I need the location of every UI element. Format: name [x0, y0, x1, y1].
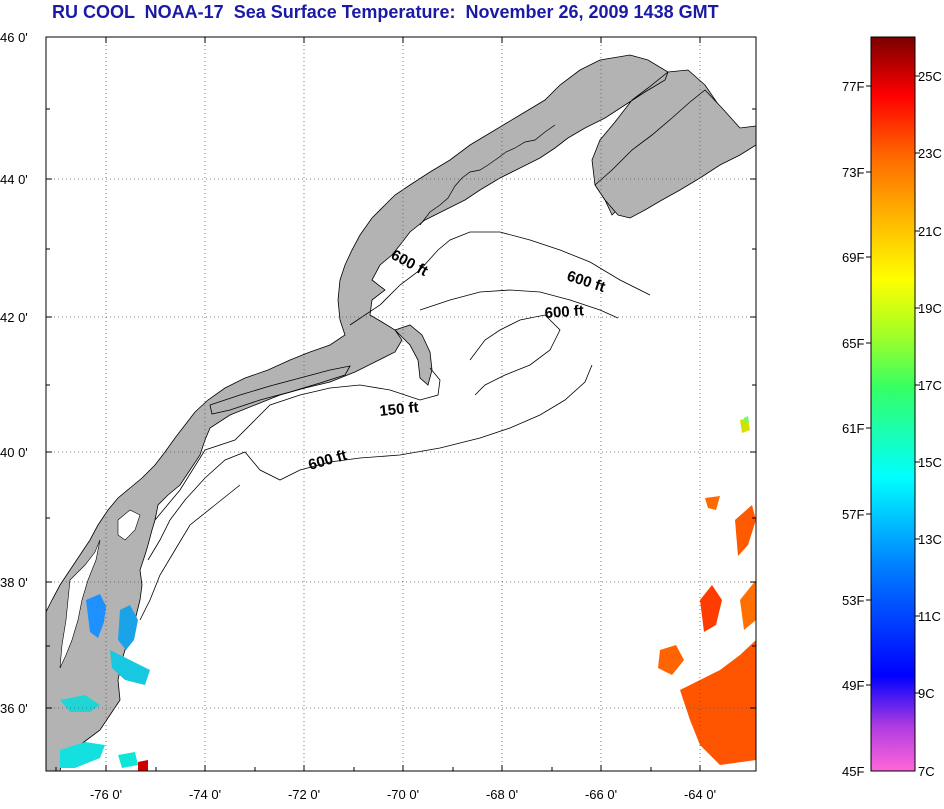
colorbar-c-label: 7C [918, 764, 935, 779]
colorbar-c-label: 13C [918, 532, 942, 547]
lake-champlain [228, 102, 240, 192]
colorbar-c-label: 23C [918, 146, 942, 161]
bathymetry-contours [139, 231, 651, 621]
colorbar-c-label: 19C [918, 301, 942, 316]
lon-label: -64 0' [684, 787, 716, 802]
land-cape-cod [394, 324, 433, 386]
colorbar-f-label: 69F [842, 250, 864, 265]
lat-label: 40 0' [0, 445, 28, 460]
colorbar-ticks [866, 75, 920, 694]
lake-small-1 [200, 62, 225, 88]
colorbar-f-label: 73F [842, 165, 864, 180]
colorbar-f-label: 45F [842, 764, 864, 779]
lon-label: -76 0' [90, 787, 122, 802]
colorbar-f-label: 57F [842, 507, 864, 522]
contour-label-georges-bank: 600 ft [544, 302, 584, 322]
axis-ticks [46, 36, 756, 771]
lake-ontario [46, 150, 110, 220]
lat-label: 38 0' [0, 575, 28, 590]
colorbar-c-label: 15C [918, 455, 942, 470]
colorbar-c-label: 17C [918, 378, 942, 393]
lon-label: -74 0' [189, 787, 221, 802]
lat-label: 36 0' [0, 701, 28, 716]
maine-coastline [419, 124, 556, 226]
lon-label: -72 0' [288, 787, 320, 802]
lon-label: -68 0' [486, 787, 518, 802]
lon-label: -66 0' [585, 787, 617, 802]
colorbar-f-label: 49F [842, 678, 864, 693]
colorbar-f-label: 77F [842, 79, 864, 94]
land-nova-scotia [594, 89, 756, 219]
chesapeake-bay [59, 539, 101, 669]
colorbar-f-label: 61F [842, 421, 864, 436]
colorbar-c-label: 25C [918, 69, 942, 84]
contour-label-nantucket-shoals: 150 ft [379, 399, 420, 420]
plot-frame [45, 36, 757, 772]
colorbar-c-label: 9C [918, 686, 935, 701]
colorbar-c-label: 11C [918, 609, 941, 624]
lat-label: 42 0' [0, 310, 28, 325]
lat-label: 46 0' [0, 30, 28, 45]
sst-patches [60, 416, 756, 771]
colorbar-c-label: 21C [918, 224, 942, 239]
temperature-colorbar [870, 36, 916, 772]
lat-label: 44 0' [0, 172, 28, 187]
lon-label: -70 0' [387, 787, 419, 802]
land-long-island [209, 365, 351, 415]
colorbar-f-label: 53F [842, 593, 864, 608]
lake-small-2 [330, 194, 340, 206]
delaware-bay [117, 509, 141, 541]
map-title: RU COOL NOAA-17 Sea Surface Temperature:… [52, 2, 719, 22]
colorbar-f-label: 65F [842, 336, 864, 351]
